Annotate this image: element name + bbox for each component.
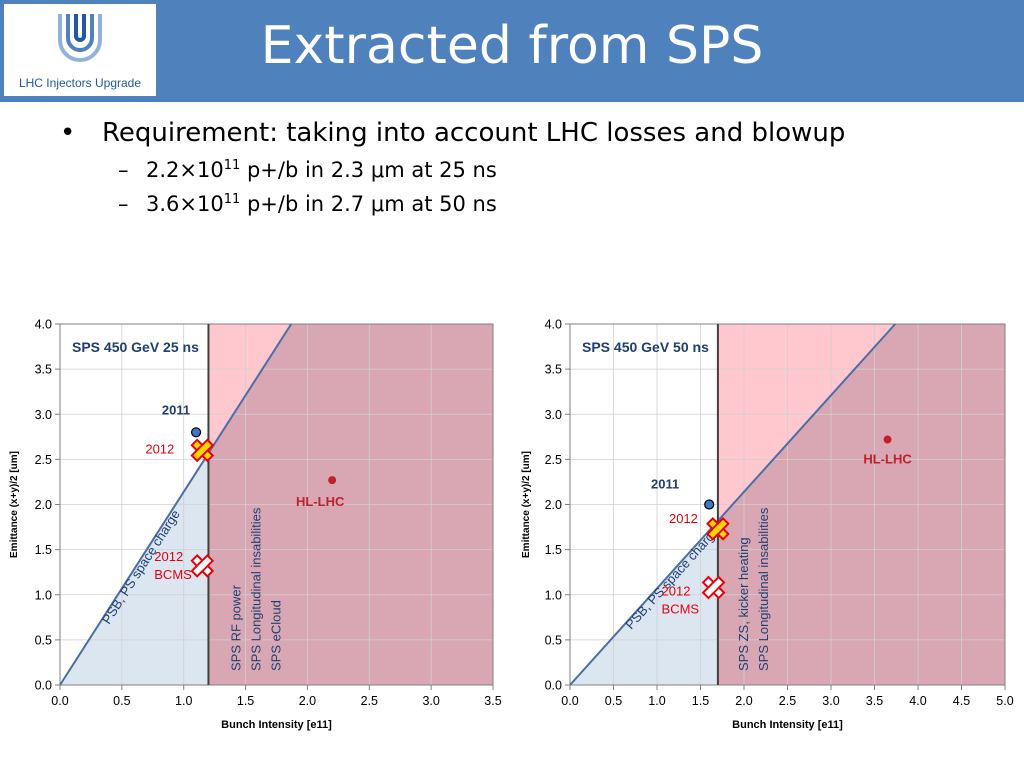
data-point-label-line: 2012 bbox=[145, 441, 174, 456]
data-point-label: 2012 bbox=[145, 441, 174, 456]
x-tick-label: 0.0 bbox=[561, 694, 578, 708]
chart-title: SPS 450 GeV 25 ns bbox=[72, 339, 199, 355]
data-point-label-line: BCMS bbox=[662, 602, 700, 617]
x-tick-label: 2.0 bbox=[299, 694, 316, 708]
data-point-label: 2012 bbox=[669, 511, 698, 526]
y-tick-label: 1.0 bbox=[35, 588, 52, 602]
x-marker-core bbox=[709, 583, 718, 592]
y-tick-label: 4.0 bbox=[545, 318, 562, 332]
liu-logo-icon bbox=[58, 14, 102, 62]
x-tick-label: 3.0 bbox=[822, 694, 839, 708]
data-point-label-line: 2011 bbox=[651, 477, 679, 492]
y-tick-label: 2.0 bbox=[545, 498, 562, 512]
data-point-label-line: 2012 bbox=[669, 511, 698, 526]
x-tick-label: 1.5 bbox=[692, 694, 709, 708]
limit-label: SPS RF power bbox=[228, 584, 243, 671]
bullet-main-text: Requirement: taking into account LHC los… bbox=[102, 118, 846, 148]
bullet-sub-1-pre: 2.2×10 bbox=[146, 158, 224, 182]
data-point-label: 2011 bbox=[162, 402, 190, 417]
x-axis-title: Bunch Intensity [e11] bbox=[732, 719, 843, 731]
limit-label: SPS eCloud bbox=[268, 600, 283, 671]
data-point-dot bbox=[704, 499, 715, 510]
data-point-label-line: HL-LHC bbox=[296, 494, 345, 509]
y-tick-label: 1.5 bbox=[35, 543, 52, 557]
dash-icon: – bbox=[118, 192, 129, 216]
x-tick-label: 5.0 bbox=[996, 694, 1013, 708]
x-tick-label: 3.5 bbox=[866, 694, 883, 708]
bullet-sub-2-sup: 11 bbox=[223, 192, 241, 207]
data-point-dot bbox=[190, 427, 202, 438]
data-point-label-line: BCMS bbox=[154, 567, 192, 582]
y-tick-label: 0.5 bbox=[35, 633, 52, 647]
data-point-label: 2011 bbox=[651, 477, 679, 492]
y-tick-label: 3.5 bbox=[35, 363, 52, 377]
data-point-label-line: 2011 bbox=[162, 402, 190, 417]
x-tick-label: 4.5 bbox=[953, 694, 970, 708]
limit-label: SPS Longitudinal insabilities bbox=[756, 507, 771, 671]
y-axis-title: Emittance (x+y)/2 [um] bbox=[9, 451, 20, 558]
y-tick-label: 1.5 bbox=[545, 543, 562, 557]
chart-title: SPS 450 GeV 50 ns bbox=[582, 339, 709, 355]
chart-50ns: 0.0 0.5 1.0 1.5 2.0 2.5 3.0 3.5 4.0 4.5 5.0 0.0 0.5 1… bbox=[521, 318, 1014, 732]
y-tick-label: 3.0 bbox=[35, 408, 52, 422]
bullet-sub-1-post: p+/b in 2.3 μm at 25 ns bbox=[240, 158, 497, 182]
data-point-label: 2012 BCMS bbox=[662, 584, 700, 617]
space-charge-line bbox=[59, 323, 293, 686]
y-tick-label: 2.0 bbox=[35, 498, 52, 512]
x-tick-label: 0.5 bbox=[605, 694, 622, 708]
data-point-x-marker bbox=[706, 516, 730, 541]
data-point-x-marker bbox=[190, 438, 215, 463]
x-tick-label: 3.0 bbox=[422, 694, 439, 708]
x-tick-label: 2.5 bbox=[361, 694, 378, 708]
data-point-label-line: HL-LHC bbox=[863, 452, 912, 467]
y-tick-label: 0.5 bbox=[545, 633, 562, 647]
x-tick-label: 4.0 bbox=[909, 694, 926, 708]
y-tick-label: 1.0 bbox=[545, 588, 562, 602]
data-point-dot bbox=[883, 435, 892, 444]
bullet-sub-1: – 2.2×1011 p+/b in 2.3 μm at 25 ns bbox=[60, 158, 845, 192]
data-point-dot bbox=[328, 476, 337, 485]
data-point-label: 2012 BCMS bbox=[154, 549, 192, 582]
y-tick-label: 2.5 bbox=[545, 453, 562, 467]
logo: LHC Injectors Upgrade bbox=[4, 4, 156, 96]
x-tick-label: 1.0 bbox=[648, 694, 665, 708]
title-bar: LHC Injectors Upgrade Extracted from SPS bbox=[0, 0, 1024, 102]
limit-label: SPS Longitudinal insabilities bbox=[248, 507, 263, 671]
data-point-label-line: 2012 bbox=[154, 549, 183, 564]
x-tick-label: 0.0 bbox=[51, 694, 68, 708]
bullet-sub-2-pre: 3.6×10 bbox=[146, 192, 224, 216]
bullet-list: • Requirement: taking into account LHC l… bbox=[60, 118, 845, 226]
x-tick-label: 3.5 bbox=[484, 694, 501, 708]
y-tick-label: 0.0 bbox=[35, 679, 52, 693]
dash-icon: – bbox=[118, 158, 129, 182]
logo-text: LHC Injectors Upgrade bbox=[18, 76, 142, 90]
bullet-sub-2-post: p+/b in 2.7 μm at 50 ns bbox=[240, 192, 497, 216]
chart-25ns: 0.0 0.5 1.0 1.5 2.0 2.5 3.0 3.5 0.0 0.5 1.0 1.5 2.0 2… bbox=[9, 318, 502, 732]
data-point-label: HL-LHC bbox=[863, 452, 912, 467]
y-tick-label: 0.0 bbox=[545, 679, 562, 693]
slide-title: Extracted from SPS bbox=[260, 16, 764, 76]
y-tick-label: 3.0 bbox=[545, 408, 562, 422]
y-tick-label: 2.5 bbox=[35, 453, 52, 467]
x-tick-label: 2.5 bbox=[779, 694, 796, 708]
limit-label: SPS ZS, kicker heating bbox=[736, 537, 751, 671]
x-marker-core bbox=[198, 446, 207, 455]
x-tick-label: 1.5 bbox=[237, 694, 254, 708]
bullet-main: • Requirement: taking into account LHC l… bbox=[60, 118, 845, 158]
x-axis-title: Bunch Intensity [e11] bbox=[221, 719, 332, 731]
data-point-label: HL-LHC bbox=[296, 494, 345, 509]
data-point-label-line: 2012 bbox=[662, 584, 691, 599]
data-point-x-marker bbox=[701, 575, 726, 600]
bullet-sub-1-sup: 11 bbox=[223, 158, 241, 173]
data-point-x-marker bbox=[190, 553, 215, 578]
y-axis-title: Emittance (x+y)/2 [um] bbox=[521, 451, 532, 558]
bullet-sub-2: – 3.6×1011 p+/b in 2.7 μm at 50 ns bbox=[60, 192, 845, 226]
space-charge-line bbox=[569, 323, 896, 686]
y-tick-label: 3.5 bbox=[545, 363, 562, 377]
x-tick-label: 2.0 bbox=[735, 694, 752, 708]
x-tick-label: 1.0 bbox=[175, 694, 192, 708]
bullet-dot-icon: • bbox=[60, 118, 76, 148]
x-tick-label: 0.5 bbox=[113, 694, 130, 708]
y-tick-label: 4.0 bbox=[35, 318, 52, 332]
